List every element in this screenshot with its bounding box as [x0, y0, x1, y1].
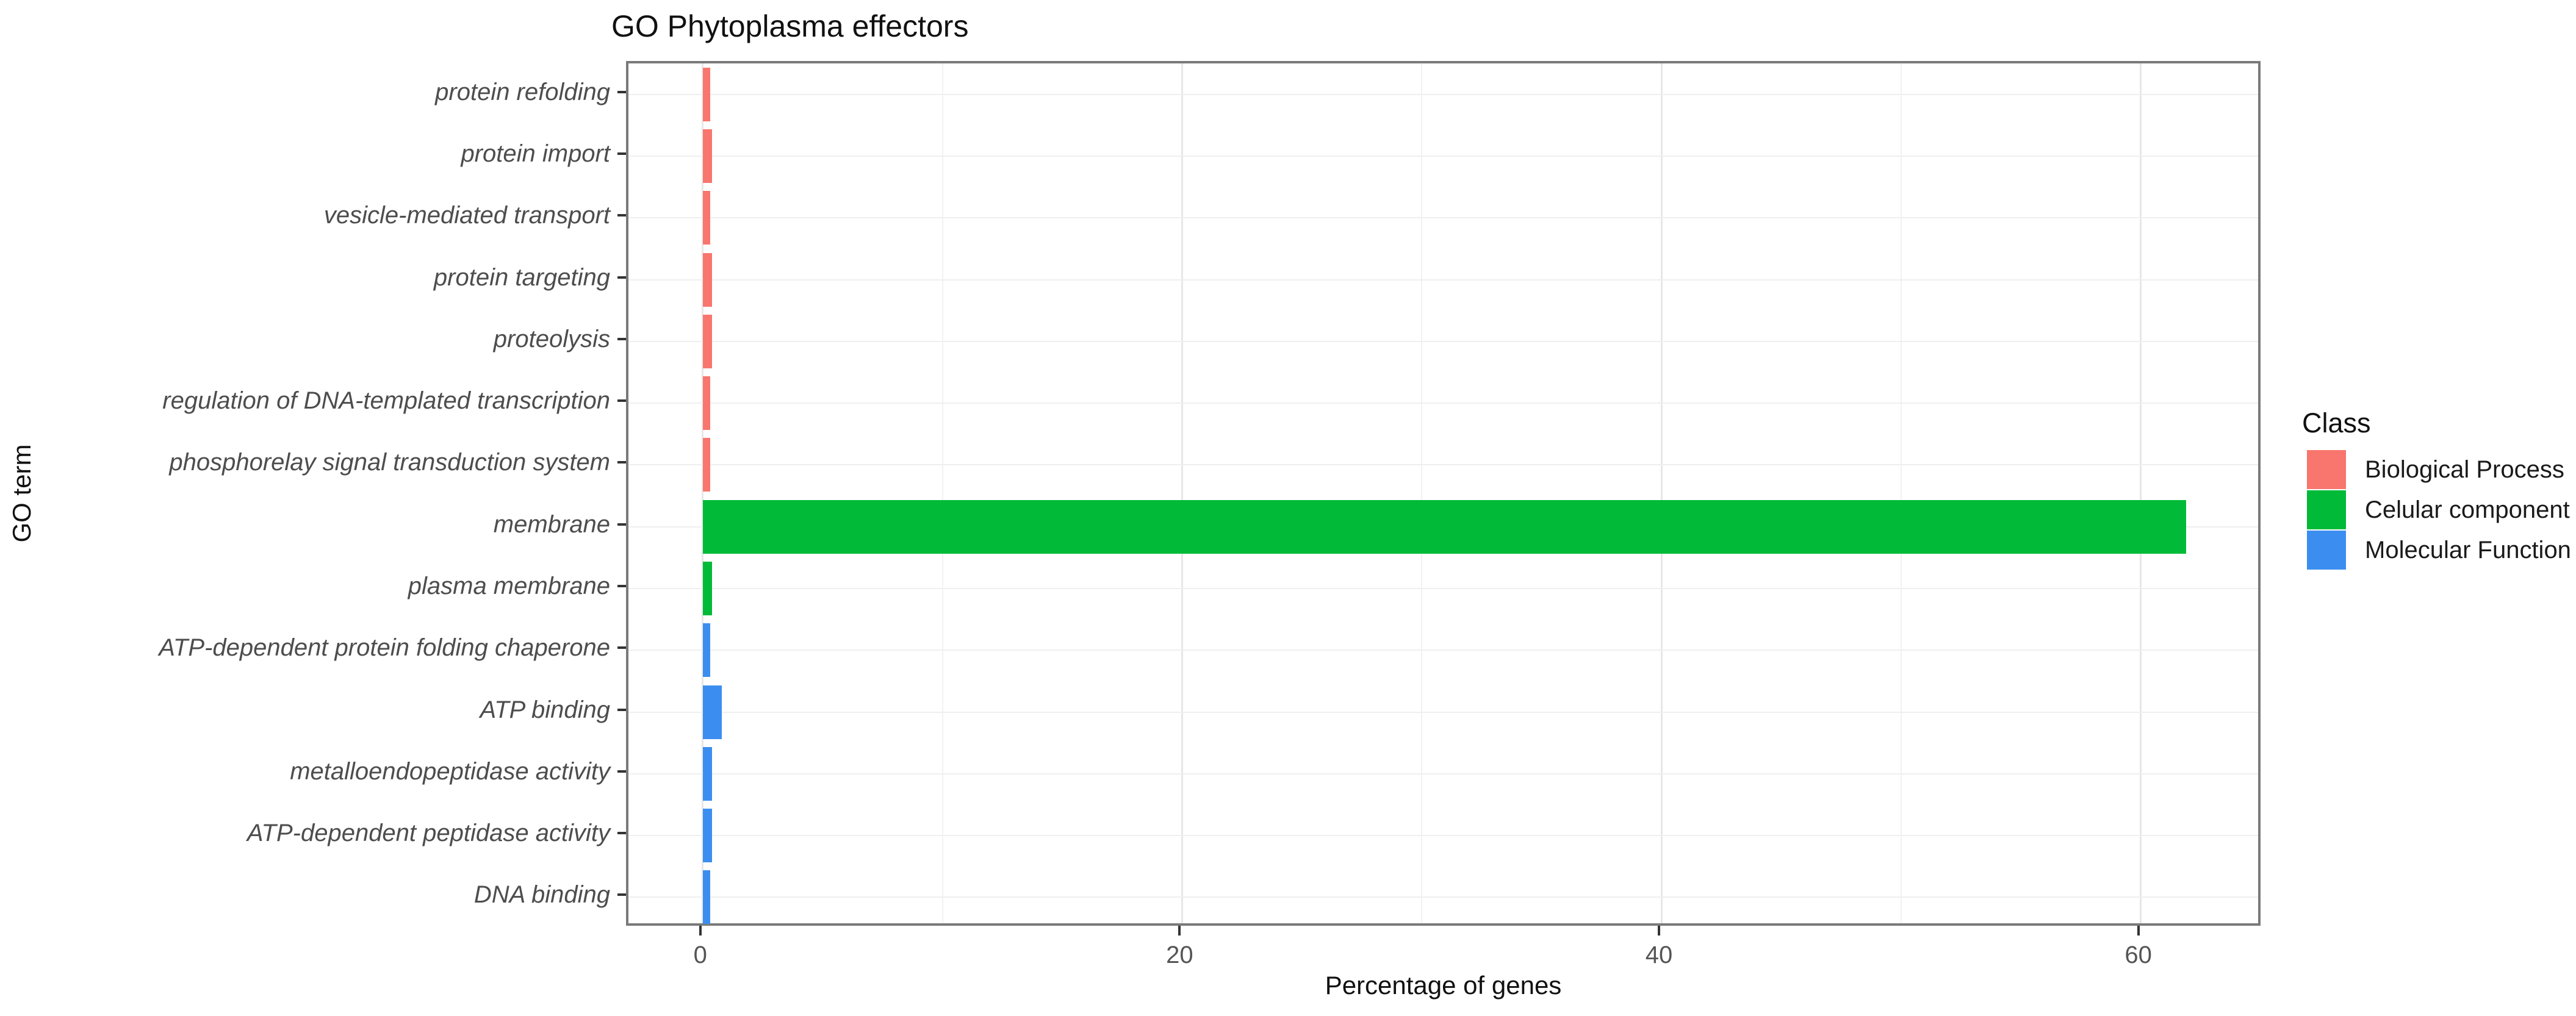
x-tick-label: 60 [2124, 942, 2152, 968]
y-tick-label: protein refolding [435, 78, 610, 106]
y-tick-label: vesicle-mediated transport [323, 202, 610, 229]
legend-key-swatch [2307, 490, 2346, 529]
row-gridline [628, 773, 2258, 775]
row-gridline [628, 649, 2258, 651]
major-gridline [702, 63, 704, 923]
row-gridline [628, 711, 2258, 713]
row-gridline [628, 835, 2258, 837]
minor-gridline [941, 63, 943, 923]
y-tick-mark [617, 708, 626, 711]
bar-phosphorelay-signal-transduction-system [702, 438, 710, 492]
y-tick-mark [617, 584, 626, 587]
row-gridline [628, 217, 2258, 219]
row-gridline [628, 340, 2258, 342]
y-tick-label: protein targeting [433, 263, 610, 291]
x-tick-label: 0 [693, 942, 707, 968]
y-tick-label: regulation of DNA-templated transcriptio… [162, 387, 610, 415]
y-tick-mark [617, 523, 626, 526]
row-gridline [628, 155, 2258, 157]
y-tick-mark [617, 214, 626, 217]
bar-plasma-membrane [702, 561, 713, 615]
y-tick-label: metalloendopeptidase activity [290, 757, 610, 785]
y-tick-mark [617, 152, 626, 155]
chart-title: GO Phytoplasma effectors [611, 9, 969, 43]
y-tick-label: ATP-dependent peptidase activity [246, 820, 610, 847]
y-tick-mark [617, 461, 626, 464]
bar-protein-targeting [702, 252, 713, 307]
row-gridline [628, 402, 2258, 404]
legend-key-swatch [2307, 450, 2346, 489]
major-gridline [1660, 63, 1663, 923]
bar-atp-dependent-peptidase-activity [702, 809, 713, 863]
bar-atp-binding [702, 685, 722, 739]
x-tick-label: 40 [1645, 942, 1673, 968]
y-tick-label: protein import [461, 140, 610, 167]
bar-atp-dependent-protein-folding-chaperone [702, 623, 710, 678]
bar-vesicle-mediated-transport [702, 191, 710, 245]
y-tick-label: ATP-dependent protein folding chaperone [159, 634, 610, 662]
bar-metalloendopeptidase-activity [702, 746, 713, 801]
bar-regulation-of-dna-templated-transcription [702, 376, 710, 431]
x-tick-label: 20 [1166, 942, 1193, 968]
row-gridline [628, 93, 2258, 95]
legend-entry-label: Celular component [2365, 496, 2570, 523]
bar-proteolysis [702, 314, 713, 368]
plot-panel [626, 61, 2261, 926]
x-tick-mark [699, 926, 702, 936]
y-tick-label: DNA binding [473, 881, 610, 909]
bar-protein-refolding [702, 67, 710, 121]
legend-entry-label: Biological Process [2365, 456, 2564, 483]
y-tick-mark [617, 337, 626, 340]
row-gridline [628, 464, 2258, 466]
y-tick-label: proteolysis [493, 325, 610, 352]
y-tick-mark [617, 90, 626, 93]
major-gridline [2140, 63, 2142, 923]
minor-gridline [1900, 63, 1902, 923]
y-axis-title: GO term [7, 444, 36, 543]
y-tick-label: membrane [493, 510, 610, 538]
x-axis-title: Percentage of genes [1325, 971, 1562, 1000]
y-tick-label: ATP binding [480, 696, 610, 723]
bar-dna-binding [702, 870, 710, 925]
row-gridline [628, 587, 2258, 589]
y-tick-label: plasma membrane [408, 572, 610, 599]
legend-entry-label: Molecular Function [2365, 537, 2571, 563]
row-gridline [628, 896, 2258, 898]
major-gridline [1181, 63, 1183, 923]
legend-title: Class [2302, 407, 2371, 438]
y-tick-mark [617, 893, 626, 896]
y-tick-label: phosphorelay signal transduction system [169, 449, 610, 476]
x-tick-mark [2137, 926, 2140, 936]
legend-key-swatch [2307, 531, 2346, 570]
y-tick-mark [617, 832, 626, 835]
y-tick-mark [617, 646, 626, 649]
y-tick-mark [617, 770, 626, 773]
x-tick-mark [1658, 926, 1661, 936]
y-tick-mark [617, 276, 626, 279]
bar-protein-import [702, 129, 713, 183]
minor-gridline [1421, 63, 1423, 923]
y-tick-mark [617, 399, 626, 402]
row-gridline [628, 279, 2258, 281]
bar-membrane [702, 499, 2187, 554]
x-tick-mark [1178, 926, 1181, 936]
